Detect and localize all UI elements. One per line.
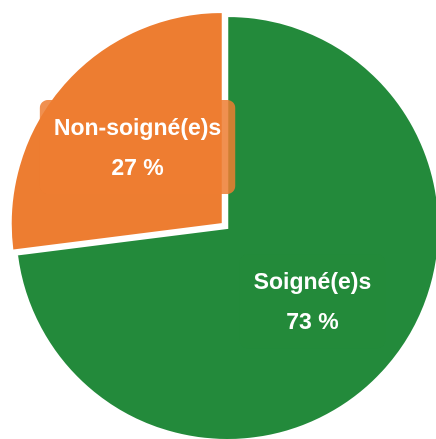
slice-value: 73 % — [286, 308, 338, 334]
label-box — [39, 99, 236, 194]
slice-name: Non-soigné(e)s — [54, 114, 221, 140]
slice-value: 27 % — [111, 154, 163, 180]
slice-label: Soigné(e)s 73 % — [239, 254, 386, 349]
slice-name: Soigné(e)s — [254, 268, 372, 294]
slice-label: Non-soigné(e)s 27 % — [39, 99, 236, 194]
label-box — [239, 254, 386, 349]
